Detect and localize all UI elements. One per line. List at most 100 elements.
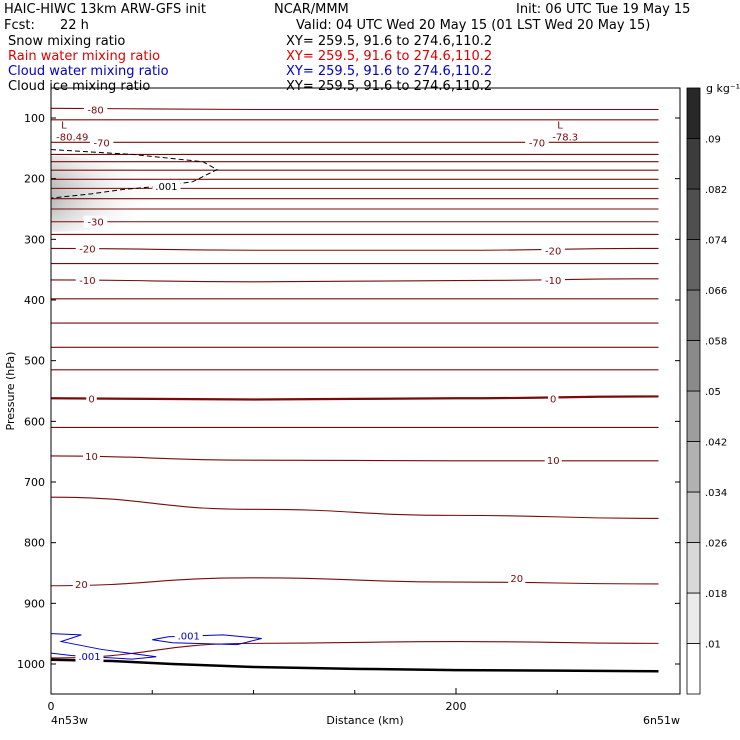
- colorbar: g kg⁻¹ .01 .018 .026 .034 .042 .05 .058 .066 .07…: [686, 82, 740, 695]
- plot-frame: [50, 87, 681, 695]
- colorbar-box: [686, 592, 701, 644]
- contour-label-bg: [83, 215, 108, 228]
- contour-label-bg: [75, 273, 100, 286]
- contour-label: 20: [75, 580, 88, 591]
- cloud-label-bg: [174, 629, 203, 642]
- contour-label: 20: [510, 574, 523, 585]
- temperature-contour: [51, 107, 659, 111]
- contour-label: -30: [87, 218, 103, 229]
- temperature-contour: [51, 278, 659, 283]
- colorbar-label: .074: [705, 236, 727, 247]
- contour-label: -70: [93, 138, 109, 149]
- ice-contour-label: .001: [155, 182, 177, 193]
- contour-label: 10: [85, 452, 98, 463]
- contour-label-bg: [89, 136, 114, 149]
- contour-label-bg: [508, 571, 526, 584]
- colorbar-label: .05: [705, 387, 721, 398]
- y-tick-label: 700: [24, 476, 45, 489]
- contour-label: 10: [547, 456, 560, 467]
- contour-label: -80: [87, 106, 103, 117]
- valid-time: Valid: 04 UTC Wed 20 May 15 (01 LST Wed …: [296, 18, 650, 33]
- field-xy: XY= 259.5, 91.6 to 274.6,110.2: [286, 64, 492, 79]
- contour-label-bg: [72, 577, 90, 590]
- contour-label: 0: [88, 394, 94, 405]
- cloud-water-label: .001: [178, 631, 200, 642]
- header: HAIC-HIWC 13km ARW-GFS init NCAR/MMM Ini…: [4, 2, 690, 33]
- temperature-contour: [51, 577, 659, 587]
- colorbar-label: .09: [705, 135, 721, 146]
- colorbar-label: .026: [705, 539, 727, 550]
- temperature-contour: [51, 496, 659, 519]
- header-line1-right: Init: 06 UTC Tue 19 May 15: [516, 2, 690, 17]
- cloud-water-contour: [51, 633, 157, 660]
- field-xy: XY= 259.5, 91.6 to 274.6,110.2: [286, 49, 492, 64]
- y-tick-label: 900: [24, 597, 45, 610]
- field-xy: XY= 259.5, 91.6 to 274.6,110.2: [286, 79, 492, 94]
- ice-label-bg: [152, 179, 181, 192]
- colorbar-label: .034: [705, 488, 727, 499]
- colorbar-box: [686, 643, 701, 695]
- fcst-value: 22 h: [60, 18, 89, 33]
- x-tick-label: 200: [446, 700, 467, 713]
- contour-label-bg: [544, 454, 562, 467]
- ice-contour-line: [51, 149, 219, 199]
- snow-shading-blob: [51, 155, 161, 232]
- y-tick-label: 100: [24, 112, 45, 125]
- temperature-contour: [51, 247, 659, 251]
- y-tick-label: 200: [24, 173, 45, 186]
- colorbar-box: [686, 542, 701, 594]
- header-line1-left: HAIC-HIWC 13km ARW-GFS init: [4, 2, 206, 17]
- contour-label-bg: [541, 244, 565, 257]
- colorbar-box: [686, 390, 701, 442]
- fcst-label: Fcst:: [4, 18, 35, 33]
- temperature-contour: [51, 395, 659, 401]
- contour-label: 0: [550, 394, 556, 405]
- x-tick-label: 0: [48, 700, 55, 713]
- header-line1-mid: NCAR/MMM: [274, 2, 349, 17]
- temperature-contour: [51, 455, 659, 462]
- field-name: Cloud water mixing ratio: [8, 64, 169, 79]
- y-tick-label: 600: [24, 415, 45, 428]
- temperature-contour: [51, 641, 659, 659]
- extremum-value: -80.49: [56, 133, 88, 144]
- field-name: Cloud ice mixing ratio: [8, 79, 150, 94]
- colorbar-box: [686, 188, 701, 240]
- y-tick-label: 300: [24, 233, 45, 246]
- x-axis: 0 200: [48, 688, 558, 713]
- cloud-water-contour: [152, 634, 262, 646]
- contour-label-bg: [83, 449, 100, 462]
- ice-contour: [51, 149, 219, 199]
- colorbar-label: .042: [705, 438, 727, 449]
- cloud-label-bg: [75, 650, 104, 663]
- contour-label: -10: [79, 276, 95, 287]
- extremum-mark: L: [61, 121, 67, 132]
- contour-labels: -80-70 -70-30-20 -20-10 -100 010 102020L-80.4…: [56, 103, 578, 663]
- colorbar-label: .066: [705, 286, 727, 297]
- colorbar-box: [686, 239, 701, 291]
- contour-label: -70: [529, 138, 545, 149]
- contour-label: -20: [79, 244, 95, 255]
- colorbar-box: [686, 87, 701, 139]
- y-axis-label: Pressure (hPa): [4, 352, 17, 431]
- field-name: Rain water mixing ratio: [8, 49, 160, 64]
- colorbar-unit: g kg⁻¹: [706, 82, 740, 95]
- cloud-water-label: .001: [78, 652, 100, 663]
- colorbar-box: [686, 340, 701, 392]
- colorbar-box: [686, 289, 701, 341]
- colorbar-box: [686, 441, 701, 493]
- field-legend: Snow mixing ratio XY= 259.5, 91.6 to 274.…: [8, 34, 492, 94]
- contour-label-bg: [86, 392, 97, 405]
- field-name: Snow mixing ratio: [8, 34, 125, 49]
- colorbar-label: .01: [705, 640, 721, 651]
- snow-shading: [51, 155, 161, 232]
- contour-label-bg: [541, 273, 565, 286]
- field-xy: XY= 259.5, 91.6 to 274.6,110.2: [286, 34, 492, 49]
- x-left-end-label: 4n53w: [51, 714, 88, 727]
- contour-label: -10: [545, 276, 561, 287]
- terrain: [51, 658, 659, 673]
- contour-label-bg: [525, 136, 549, 149]
- x-axis-label: Distance (km): [326, 714, 403, 727]
- colorbar-label: .018: [705, 589, 727, 600]
